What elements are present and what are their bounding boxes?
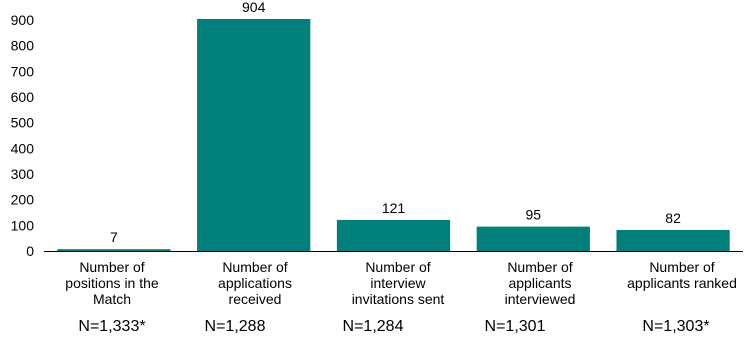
bar <box>57 249 171 251</box>
n-label: N=1,303* <box>642 318 710 335</box>
bar <box>197 18 311 252</box>
n-label: N=1,333* <box>78 318 146 335</box>
category-label: Number of applicants ranked <box>627 259 737 291</box>
bar-value-label: 121 <box>382 200 406 216</box>
bar-value-label: 904 <box>242 0 266 15</box>
n-label: N=1,284 <box>342 318 404 335</box>
bar <box>336 219 451 251</box>
bar <box>616 229 730 251</box>
y-tick-label: 200 <box>11 192 35 208</box>
y-tick-label: 900 <box>11 12 35 28</box>
value-labels: 7 904 121 95 82 <box>110 0 681 245</box>
y-tick-label: 0 <box>26 243 34 259</box>
bar-value-label: 7 <box>110 229 118 245</box>
y-tick-label: 600 <box>11 89 35 105</box>
y-tick-label: 300 <box>11 166 35 182</box>
y-tick-label: 800 <box>11 38 35 54</box>
bar <box>476 226 590 251</box>
category-label: Number of applicants interviewed <box>504 259 576 307</box>
category-label: Number of interview invitations sent <box>351 259 445 307</box>
category-label: Number of applications received <box>218 259 292 307</box>
bars <box>57 18 730 252</box>
y-axis: 0 100 200 300 400 500 600 700 800 900 <box>11 12 35 259</box>
y-tick-label: 500 <box>11 115 35 131</box>
n-label: N=1,288 <box>204 318 266 335</box>
y-tick-label: 700 <box>11 63 35 79</box>
bar-value-label: 82 <box>665 210 681 226</box>
y-tick-label: 400 <box>11 140 35 156</box>
bar-value-label: 95 <box>526 207 542 223</box>
category-label: Number of positions in the Match <box>65 259 159 307</box>
y-tick-label: 100 <box>11 217 35 233</box>
n-label: N=1,301 <box>484 318 546 335</box>
